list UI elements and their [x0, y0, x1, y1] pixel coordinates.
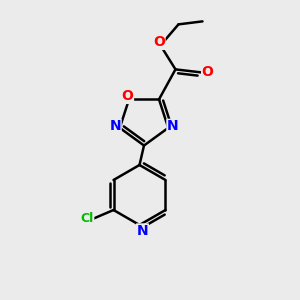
- Text: N: N: [167, 119, 178, 134]
- Text: N: N: [110, 119, 121, 134]
- Text: O: O: [202, 65, 214, 80]
- Text: O: O: [153, 35, 165, 50]
- Text: Cl: Cl: [80, 212, 94, 226]
- Text: O: O: [122, 89, 134, 103]
- Text: N: N: [137, 224, 148, 238]
